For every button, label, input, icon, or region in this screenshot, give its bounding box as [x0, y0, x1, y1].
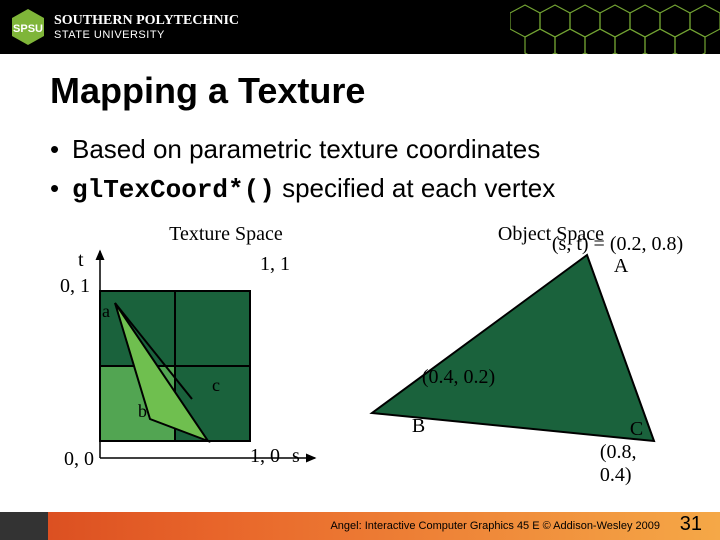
- slide-header: SPSU SOUTHERN POLYTECHNIC STATE UNIVERSI…: [0, 0, 720, 54]
- tri-label-a: a: [102, 301, 110, 322]
- vertex-C-coord: (0.8, 0.4): [600, 441, 660, 487]
- vertex-B-label: B: [412, 415, 425, 438]
- slide-title: Mapping a Texture: [50, 70, 670, 112]
- vertex-A-coord: (s, t) = (0.2, 0.8): [552, 233, 683, 256]
- vertex-C-label: C: [630, 418, 643, 441]
- texture-space-svg: [60, 243, 360, 483]
- logo-hex-icon: SPSU: [10, 7, 46, 47]
- footer-bar: Angel: Interactive Computer Graphics 45 …: [0, 512, 720, 540]
- texture-space-diagram: Texture Space t 0, 1 1, 1 0, 0 1, 0 s: [60, 223, 332, 483]
- tri-label-b: b: [138, 401, 147, 422]
- page-number: 31: [680, 513, 702, 536]
- logo-line2: STATE UNIVERSITY: [54, 29, 239, 41]
- hex-strip-icon: [510, 0, 720, 54]
- logo-text: SOUTHERN POLYTECHNIC STATE UNIVERSITY: [54, 13, 239, 40]
- footer-credit: Angel: Interactive Computer Graphics 45 …: [330, 520, 660, 532]
- tri-label-c: c: [212, 375, 220, 396]
- logo-abbrev: SPSU: [13, 23, 43, 35]
- vertex-A-label: A: [614, 255, 628, 278]
- diagram-row: Texture Space t 0, 1 1, 1 0, 0 1, 0 s: [50, 223, 670, 483]
- bullet-2-code: glTexCoord*(): [72, 175, 275, 205]
- slide-body: Mapping a Texture Based on parametric te…: [0, 54, 720, 483]
- bullet-1-text: Based on parametric texture coordinates: [72, 134, 540, 164]
- logo-line1: SOUTHERN POLYTECHNIC: [54, 13, 239, 28]
- object-space-diagram: Object Space (s, t) = (0.2, 0.8) A (0.4,…: [352, 223, 660, 483]
- bullet-1: Based on parametric texture coordinates: [50, 134, 670, 165]
- bullet-2-suffix: specified at each vertex: [275, 173, 555, 203]
- bullet-2: glTexCoord*() specified at each vertex: [50, 173, 670, 205]
- vertex-B-coord: (0.4, 0.2): [422, 366, 495, 389]
